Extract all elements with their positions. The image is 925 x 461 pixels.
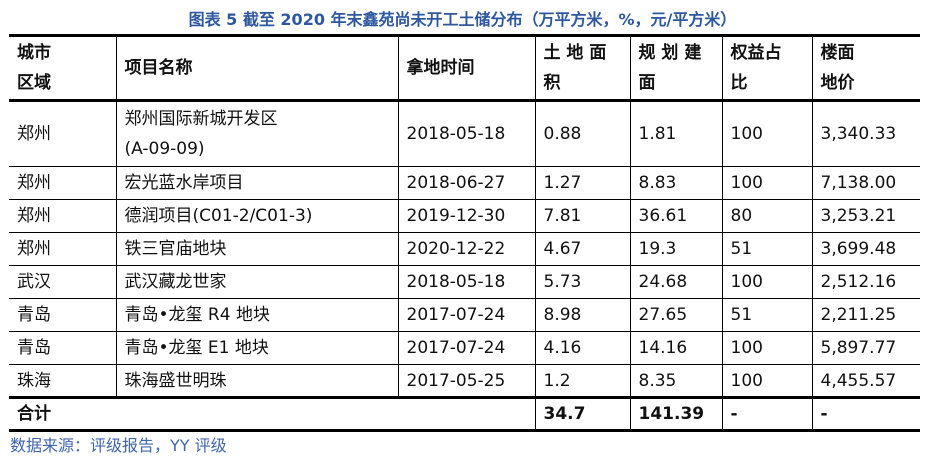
- cell-equity-share: 100: [721, 265, 813, 299]
- cell-acquisition-date: 2018-05-18: [397, 100, 536, 167]
- header-floor-price: 楼面 地价: [811, 35, 920, 101]
- cell-city: 青岛: [9, 331, 117, 365]
- table-row: 武汉 武汉藏龙世家 2018-05-18 5.73 24.68 100 2,512.16: [9, 265, 920, 299]
- table-row: 青岛 青岛•龙玺 R4 地块 2017-07-24 8.98 27.65 51 2,211.…: [9, 298, 920, 332]
- cell-project-name: 德润项目(C01-2/C01-3): [115, 199, 399, 233]
- cell-floor-price: 2,512.16: [811, 265, 920, 299]
- cell-floor-price: 3,699.48: [811, 232, 920, 266]
- table-row: 珠海 珠海盛世明珠 2017-05-25 1.2 8.35 100 4,455.57: [9, 364, 920, 398]
- cell-land-area: 4.67: [534, 232, 631, 266]
- header-equity-share: 权益占比: [721, 35, 813, 101]
- cell-project-name: 珠海盛世明珠: [115, 364, 399, 398]
- cell-project-name: 青岛•龙玺 E1 地块: [115, 331, 399, 365]
- cell-floor-price: 3,340.33: [811, 100, 920, 167]
- cell-floor-price: 3,253.21: [811, 199, 920, 233]
- total-price: -: [811, 397, 920, 431]
- cell-project-name: 宏光蓝水岸项目: [115, 166, 399, 200]
- cell-floor-price: 7,138.00: [811, 166, 920, 200]
- cell-land-area: 4.16: [534, 331, 631, 365]
- cell-land-area: 7.81: [534, 199, 631, 233]
- cell-equity-share: 51: [721, 298, 813, 332]
- total-row: 合计 34.7 141.39- -: [9, 397, 920, 431]
- cell-planned-area: 8.35: [629, 364, 723, 398]
- cell-acquisition-date: 2017-05-25: [397, 364, 536, 398]
- table-title: 图表 5 截至 2020 年末鑫苑尚未开工土储分布（万平方米，%，元/平方米）: [188, 10, 737, 29]
- cell-planned-area: 19.3: [629, 232, 723, 266]
- cell-city: 郑州: [9, 166, 117, 200]
- cell-city: 青岛: [9, 298, 117, 332]
- cell-land-area: 0.88: [534, 100, 631, 167]
- cell-acquisition-date: 2017-07-24: [397, 331, 536, 365]
- header-project-name: 项目名称: [115, 35, 399, 101]
- cell-city: 郑州: [9, 100, 117, 167]
- table-row: 郑州 郑州国际新城开发区 (A-09-09) 2018-05-18 0.88 1.81 10…: [9, 100, 920, 167]
- cell-project-name: 郑州国际新城开发区 (A-09-09): [115, 100, 399, 167]
- cell-acquisition-date: 2019-12-30: [397, 199, 536, 233]
- cell-equity-share: 100: [721, 364, 813, 398]
- cell-equity-share: 100: [721, 166, 813, 200]
- cell-planned-area: 36.61: [629, 199, 723, 233]
- table-row: 郑州 铁三官庙地块 2020-12-22 4.67 19.3 51 3,699.48: [9, 232, 920, 266]
- header-land-area: 土 地 面积: [534, 35, 631, 101]
- cell-land-area: 8.98: [534, 298, 631, 332]
- cell-acquisition-date: 2018-06-27: [397, 166, 536, 200]
- cell-city: 珠海: [9, 364, 117, 398]
- cell-floor-price: 5,897.77: [811, 331, 920, 365]
- table-row: 郑州 德润项目(C01-2/C01-3) 2019-12-30 7.81 36.61 80…: [9, 199, 920, 233]
- cell-planned-area: 24.68: [629, 265, 723, 299]
- cell-acquisition-date: 2017-07-24: [397, 298, 536, 332]
- table-row: 青岛 青岛•龙玺 E1 地块 2017-07-24 4.16 14.16 100 5,897…: [9, 331, 920, 365]
- source-note: 数据来源：评级报告，YY 评级: [10, 436, 227, 455]
- total-planned-area: 141.39: [629, 397, 723, 431]
- cell-planned-area: 8.83: [629, 166, 723, 200]
- total-land-area: 34.7: [534, 397, 631, 431]
- cell-floor-price: 4,455.57: [811, 364, 920, 398]
- cell-land-area: 5.73: [534, 265, 631, 299]
- cell-land-area: 1.27: [534, 166, 631, 200]
- cell-equity-share: 100: [721, 100, 813, 167]
- cell-planned-area: 27.65: [629, 298, 723, 332]
- cell-land-area: 1.2: [534, 364, 631, 398]
- cell-city: 郑州: [9, 232, 117, 266]
- cell-city: 郑州: [9, 199, 117, 233]
- cell-acquisition-date: 2020-12-22: [397, 232, 536, 266]
- table-row: 郑州 宏光蓝水岸项目 2018-06-27 1.27 8.83 100 7,138.00: [9, 166, 920, 200]
- land-reserve-table: 城市 区域 项目名称 拿地时间土 地 面积规 划 建面权益占比楼面 地价 郑州 郑州国际新…: [9, 34, 920, 432]
- cell-acquisition-date: 2018-05-18: [397, 265, 536, 299]
- cell-equity-share: 51: [721, 232, 813, 266]
- cell-floor-price: 2,211.25: [811, 298, 920, 332]
- cell-planned-area: 14.16: [629, 331, 723, 365]
- header-row: 城市 区域 项目名称 拿地时间土 地 面积规 划 建面权益占比楼面 地价: [9, 35, 920, 101]
- cell-project-name: 青岛•龙玺 R4 地块: [115, 298, 399, 332]
- total-equity: -: [721, 397, 813, 431]
- cell-equity-share: 100: [721, 331, 813, 365]
- cell-project-name: 武汉藏龙世家: [115, 265, 399, 299]
- total-label: 合计: [9, 397, 536, 431]
- cell-planned-area: 1.81: [629, 100, 723, 167]
- header-acquisition-date: 拿地时间: [397, 35, 536, 101]
- cell-city: 武汉: [9, 265, 117, 299]
- cell-equity-share: 80: [721, 199, 813, 233]
- cell-project-name: 铁三官庙地块: [115, 232, 399, 266]
- header-city: 城市 区域: [9, 35, 117, 101]
- header-planned-area: 规 划 建面: [629, 35, 723, 101]
